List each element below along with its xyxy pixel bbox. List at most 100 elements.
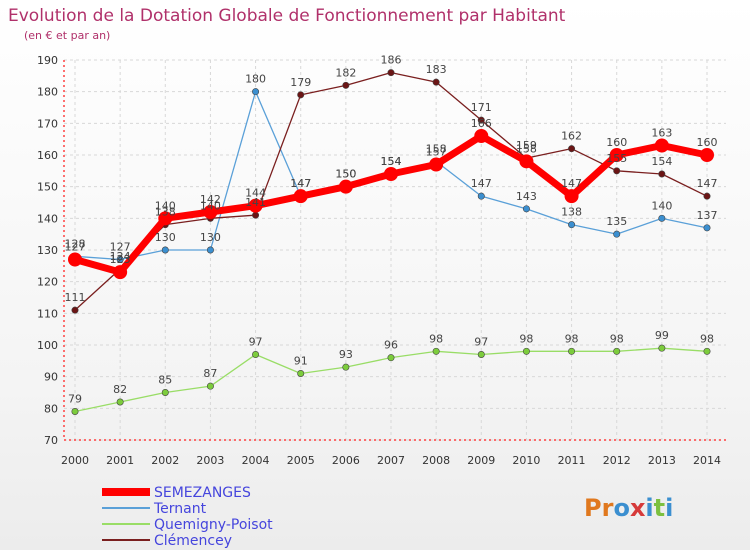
data-label: 158: [516, 142, 537, 155]
data-label: 182: [335, 66, 356, 79]
chart-subtitle: (en € et par an): [24, 29, 110, 42]
data-label: 127: [110, 241, 131, 254]
data-point: [477, 350, 485, 358]
data-point: [477, 192, 485, 200]
data-label: 79: [68, 393, 82, 406]
data-label: 158: [426, 142, 447, 155]
logo-letter: i: [645, 494, 653, 522]
data-point: [203, 205, 218, 219]
data-point: [68, 252, 82, 267]
data-point: [522, 347, 530, 355]
data-point: [252, 350, 260, 358]
x-tick-label: 2003: [196, 454, 224, 467]
data-label: 140: [155, 199, 176, 212]
x-tick-label: 2008: [422, 454, 450, 467]
x-tick-label: 2002: [151, 454, 179, 467]
data-point: [474, 129, 489, 143]
data-label: 140: [200, 199, 221, 212]
data-label: 98: [519, 332, 533, 345]
data-point: [522, 205, 530, 213]
y-tick-label: 120: [37, 276, 58, 289]
data-point: [293, 189, 308, 204]
data-label: 91: [294, 355, 308, 368]
data-point: [116, 255, 124, 263]
data-point: [248, 198, 263, 213]
data-label: 147: [290, 177, 311, 190]
data-label: 142: [200, 193, 221, 206]
data-label: 160: [697, 136, 718, 149]
x-tick-label: 2010: [512, 454, 540, 467]
data-label: 138: [155, 206, 176, 219]
data-label: 183: [426, 63, 447, 76]
data-point: [658, 214, 666, 222]
data-label: 93: [339, 348, 353, 361]
logo-letter: P: [584, 494, 602, 522]
data-label: 140: [651, 199, 672, 212]
x-tick-label: 2009: [467, 454, 495, 467]
data-point: [477, 116, 485, 124]
data-label: 147: [471, 177, 492, 190]
y-tick-label: 140: [37, 212, 58, 225]
data-point: [342, 81, 350, 89]
series-layer: [68, 69, 714, 415]
data-label: 87: [203, 367, 217, 380]
x-tick-label: 2006: [332, 454, 360, 467]
data-label: 138: [561, 206, 582, 219]
data-label: 166: [471, 117, 492, 130]
data-label: 150: [335, 168, 356, 181]
y-tick-label: 150: [37, 181, 58, 194]
data-label: 155: [606, 152, 627, 165]
logo-text: Proxiti: [584, 494, 673, 522]
data-label: 82: [113, 383, 127, 396]
legend: SEMEZANGESTernantQuemigny-PoisotClémence…: [102, 485, 273, 549]
data-label: 141: [245, 196, 266, 209]
data-label: 85: [158, 374, 172, 387]
data-label: 123: [110, 253, 131, 266]
data-label: 154: [381, 155, 402, 168]
data-label: 98: [610, 332, 624, 345]
data-point: [297, 369, 305, 377]
data-label: 180: [245, 73, 266, 86]
data-point: [161, 388, 169, 396]
data-label: 97: [474, 336, 488, 349]
data-label: 98: [429, 332, 443, 345]
legend-label: Clémencey: [154, 533, 232, 549]
data-point: [568, 221, 576, 229]
data-point: [338, 179, 353, 194]
y-tick-label: 100: [37, 339, 58, 352]
data-label: 147: [290, 177, 311, 190]
data-label: 130: [200, 231, 221, 244]
data-label: 99: [655, 329, 669, 342]
data-point: [297, 91, 305, 99]
data-point: [432, 347, 440, 355]
data-point: [703, 192, 711, 200]
y-tick-label: 70: [44, 434, 58, 447]
data-point: [206, 382, 214, 390]
data-point: [700, 148, 714, 162]
data-point: [658, 344, 666, 352]
data-point: [432, 78, 440, 86]
data-point: [609, 148, 624, 162]
data-point: [116, 398, 124, 406]
data-point: [568, 145, 576, 153]
data-label: 160: [606, 136, 627, 149]
data-point: [161, 246, 169, 254]
data-label: 98: [700, 332, 714, 345]
x-tick-label: 2014: [693, 454, 721, 467]
y-tick-label: 90: [44, 371, 58, 384]
y-tick-label: 130: [37, 244, 58, 257]
data-point: [252, 88, 260, 96]
data-point: [568, 347, 576, 355]
legend-label: Ternant: [153, 501, 207, 517]
x-tick-label: 2007: [377, 454, 405, 467]
data-label: 150: [335, 168, 356, 181]
data-label: 171: [471, 101, 492, 114]
data-label: 97: [249, 336, 263, 349]
logo-letter: i: [665, 494, 673, 522]
y-tick-label: 180: [37, 86, 58, 99]
data-point: [342, 363, 350, 371]
legend-label: SEMEZANGES: [154, 485, 251, 501]
data-label: 157: [426, 146, 447, 159]
x-tick-label: 2013: [648, 454, 676, 467]
